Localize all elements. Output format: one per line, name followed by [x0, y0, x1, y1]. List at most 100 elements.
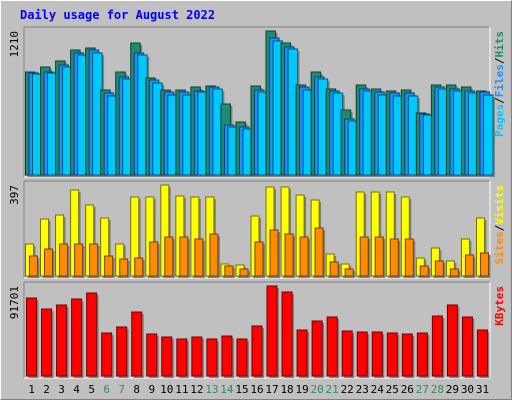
bar-sites-day-29 — [449, 268, 459, 277]
bar-sites-day-22 — [344, 268, 354, 277]
bar-sites-day-18 — [284, 233, 294, 277]
bar-sites-day-19 — [299, 236, 309, 277]
chart-panels: 1210Pages/Files/Hits397Sites/Visits91701… — [8, 26, 506, 396]
bar-kbytes-day-13 — [206, 338, 218, 377]
x-tick-label-day-27: 27 — [416, 383, 429, 396]
bar-kbytes-day-20 — [311, 320, 323, 377]
bar-kbytes-day-12 — [191, 336, 203, 377]
bar-kbytes-day-11 — [176, 338, 188, 377]
visits-panel-legend-separator: / — [493, 224, 506, 231]
bar-sites-day-2 — [44, 248, 54, 277]
x-tick-label-day-28: 28 — [431, 383, 444, 396]
bar-kbytes-day-30 — [461, 316, 473, 377]
bar-sites-day-14 — [224, 265, 234, 277]
bar-kbytes-day-1 — [26, 297, 37, 377]
x-tick-label-day-5: 5 — [88, 383, 95, 396]
x-tick-label-day-11: 11 — [175, 383, 188, 396]
x-tick-label-day-9: 9 — [148, 383, 155, 396]
x-tick-label-day-22: 22 — [341, 383, 354, 396]
x-tick-label-day-25: 25 — [386, 383, 399, 396]
bar-sites-day-7 — [119, 258, 129, 277]
bar-sites-day-12 — [194, 238, 204, 277]
bar-sites-day-8 — [134, 257, 144, 277]
x-tick-label-day-1: 1 — [28, 383, 35, 396]
kbytes-panel-legend-kbytes: KBytes — [493, 286, 506, 326]
kbytes-panel-legend: KBytes — [493, 286, 506, 326]
bar-kbytes-day-18 — [281, 291, 293, 377]
kbytes-panel-ymax-label: 91701 — [8, 286, 21, 319]
bar-kbytes-day-17 — [266, 285, 278, 377]
bar-kbytes-day-10 — [161, 336, 173, 377]
visits-panel-ymax-label: 397 — [8, 185, 21, 205]
bar-kbytes-day-19 — [296, 329, 308, 377]
bar-sites-day-17 — [269, 229, 279, 277]
bar-sites-day-23 — [359, 236, 369, 277]
x-tick-label-day-12: 12 — [190, 383, 203, 396]
bar-pages-day-31 — [482, 94, 494, 176]
bar-sites-day-10 — [164, 236, 174, 277]
x-tick-label-day-30: 30 — [461, 383, 474, 396]
hits-panel-legend-separator: / — [493, 97, 506, 104]
bar-sites-day-5 — [89, 243, 99, 277]
x-tick-label-day-8: 8 — [133, 383, 140, 396]
bar-sites-day-3 — [59, 243, 69, 277]
bar-sites-day-16 — [254, 241, 264, 277]
bar-kbytes-day-22 — [341, 330, 353, 377]
x-tick-label-day-21: 21 — [326, 383, 339, 396]
x-tick-label-day-26: 26 — [401, 383, 414, 396]
bar-sites-day-27 — [419, 265, 429, 277]
bar-sites-day-11 — [179, 236, 189, 277]
bar-kbytes-day-26 — [401, 333, 413, 377]
x-tick-label-day-23: 23 — [356, 383, 369, 396]
visits-panel-legend: Sites/Visits — [493, 185, 506, 265]
bar-kbytes-day-15 — [236, 338, 248, 377]
x-tick-label-day-6: 6 — [103, 383, 110, 396]
bar-sites-day-25 — [389, 238, 399, 277]
bar-kbytes-day-21 — [326, 316, 338, 377]
bar-kbytes-day-14 — [221, 335, 233, 377]
x-tick-label-day-29: 29 — [446, 383, 459, 396]
bar-sites-day-13 — [209, 233, 219, 277]
x-tick-label-day-31: 31 — [476, 383, 489, 396]
bar-sites-day-1 — [29, 255, 38, 277]
hits-panel-ymax-label: 1210 — [8, 31, 21, 58]
visits-panel-legend-sites: Sites — [493, 231, 506, 264]
hits-panel-legend-separator: / — [493, 57, 506, 64]
bar-sites-day-28 — [434, 260, 444, 277]
bar-kbytes-day-9 — [146, 333, 158, 377]
hits-panel-legend-pages: Pages — [493, 104, 506, 137]
bar-kbytes-day-6 — [101, 332, 113, 377]
x-tick-label-day-17: 17 — [265, 383, 278, 396]
bar-sites-day-9 — [149, 241, 159, 277]
bar-kbytes-day-3 — [56, 304, 68, 377]
x-tick-label-day-2: 2 — [43, 383, 50, 396]
hits-panel-legend-hits: Hits — [493, 31, 506, 58]
bar-kbytes-day-23 — [356, 331, 368, 377]
x-tick-label-day-15: 15 — [235, 383, 248, 396]
bar-sites-day-31 — [479, 252, 489, 277]
bar-kbytes-day-4 — [71, 298, 83, 377]
hits-panel-legend: Pages/Files/Hits — [493, 31, 506, 137]
bar-sites-day-24 — [374, 236, 384, 277]
x-tick-label-day-3: 3 — [58, 383, 65, 396]
bar-kbytes-day-24 — [371, 331, 383, 377]
bar-sites-day-30 — [464, 254, 474, 277]
x-tick-label-day-20: 20 — [311, 383, 324, 396]
x-tick-label-day-19: 19 — [295, 383, 308, 396]
bar-sites-day-4 — [74, 243, 84, 277]
x-tick-label-day-16: 16 — [250, 383, 263, 396]
bar-kbytes-day-7 — [116, 326, 128, 377]
bar-sites-day-6 — [104, 255, 114, 277]
x-tick-label-day-18: 18 — [280, 383, 293, 396]
bar-kbytes-day-2 — [41, 308, 53, 377]
bar-sites-day-15 — [239, 268, 249, 277]
x-tick-label-day-4: 4 — [73, 383, 80, 396]
x-tick-label-day-24: 24 — [371, 383, 385, 396]
bar-kbytes-day-27 — [416, 332, 428, 377]
bar-sites-day-21 — [329, 261, 339, 277]
bar-kbytes-day-5 — [86, 292, 98, 377]
bar-sites-day-20 — [314, 227, 324, 277]
x-tick-label-day-10: 10 — [160, 383, 173, 396]
chart-title: Daily usage for August 2022 — [20, 8, 215, 22]
